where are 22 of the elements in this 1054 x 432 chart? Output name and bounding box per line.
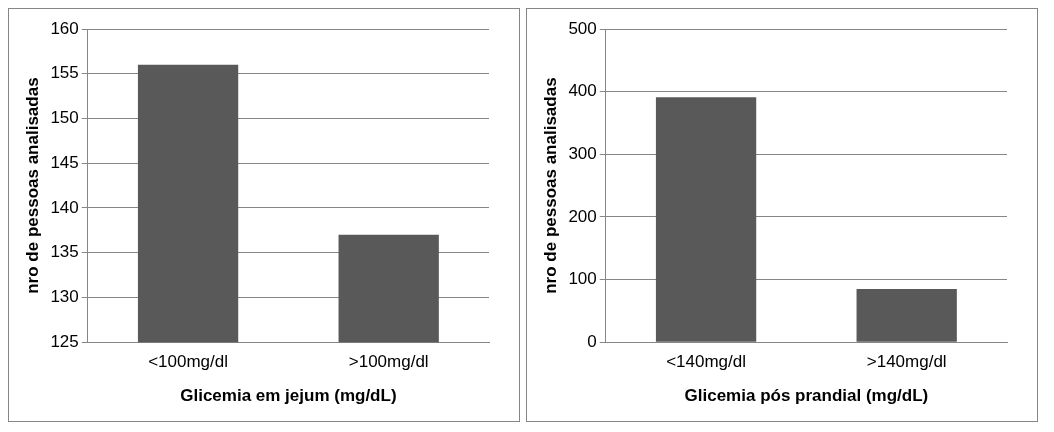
y-tick-label: 300 [568,143,597,163]
y-tick-label: 400 [568,81,597,101]
x-axis-title: Glicemia pós prandial (mg/dL) [684,386,929,406]
y-tick-label: 200 [568,206,597,226]
y-tick-label: 150 [50,108,79,128]
x-tick-label: <140mg/dl [666,352,747,372]
x-axis-title: Glicemia em jejum (mg/dL) [180,386,397,406]
x-tick-label: >100mg/dl [348,352,429,372]
y-tick-label: 140 [50,197,79,217]
y-tick-label: 145 [50,152,79,172]
y-tick-label: 0 [587,331,597,351]
y-tick-label: 125 [50,331,79,351]
y-axis-title: nro de pessoas analisadas [22,77,42,294]
y-tick-label: 100 [568,269,597,289]
y-axis-title: nro de pessoas analisadas [540,77,560,294]
x-tick-label: >140mg/dl [866,352,947,372]
y-tick-label: 500 [568,18,597,38]
y-tick-label: 135 [50,242,79,262]
x-tick-label: <100mg/dl [148,352,229,372]
y-tick-label: 160 [50,18,79,38]
y-tick-label: 155 [50,63,79,83]
y-tick-label: 130 [50,287,79,307]
